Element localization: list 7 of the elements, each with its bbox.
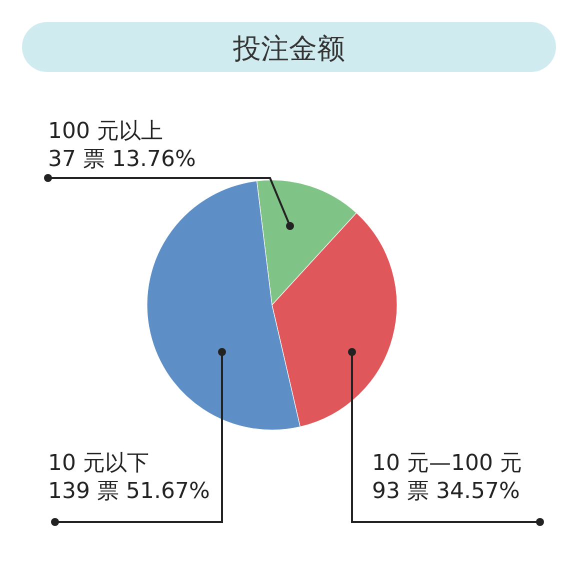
data-label: 37 票 13.76%	[48, 147, 196, 172]
slice-label: 10 元以下	[48, 451, 149, 476]
slice-label: 100 元以上	[48, 119, 163, 144]
data-label: 139 票 51.67%	[48, 479, 210, 504]
chart-title: 投注金额	[232, 32, 345, 65]
data-label: 93 票 34.57%	[372, 479, 520, 504]
slice-label: 10 元—100 元	[372, 451, 522, 476]
